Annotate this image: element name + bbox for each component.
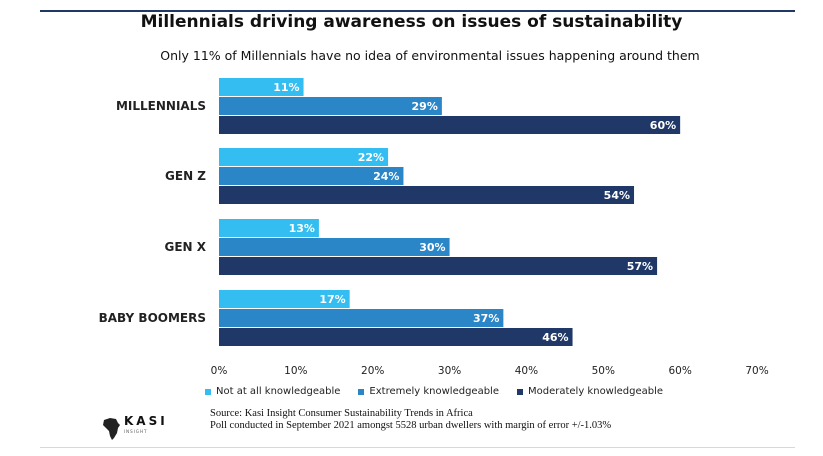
legend-swatch [205, 388, 211, 395]
bar-value-label: 30% [419, 241, 445, 254]
source-line: Source: Kasi Insight Consumer Sustainabi… [210, 408, 473, 419]
bar-value-label: 46% [542, 331, 568, 344]
legend-item: Extremely knowledgeable [358, 386, 499, 397]
logo-tagline: INSIGHT [124, 429, 148, 434]
bar [219, 97, 442, 115]
legend: Not at all knowledgeable Extremely knowl… [205, 386, 681, 397]
legend-label: Extremely knowledgeable [369, 386, 499, 397]
bar [219, 328, 573, 346]
bar [219, 186, 635, 204]
bottom-rule [40, 447, 795, 448]
bar-value-label: 22% [358, 151, 384, 164]
bar-value-label: 57% [627, 260, 653, 273]
category-label: GEN Z [165, 169, 206, 183]
bar-value-label: 13% [289, 222, 315, 235]
bar [219, 238, 450, 256]
legend-swatch [358, 388, 365, 395]
x-tick-label: 20% [361, 365, 384, 377]
category-label: GEN X [164, 240, 206, 254]
bar [219, 167, 404, 185]
x-tick-label: 40% [515, 365, 538, 377]
bar [219, 290, 350, 308]
top-rule [40, 10, 795, 12]
legend-item: Not at all knowledgeable [205, 386, 340, 397]
chart-title: Millennials driving awareness on issues … [140, 12, 683, 32]
bar-value-label: 37% [473, 312, 499, 325]
bar [219, 309, 504, 327]
bar [219, 148, 389, 166]
bar-value-label: 29% [412, 100, 438, 113]
chart-subtitle: Only 11% of Millennials have no idea of … [160, 48, 700, 63]
poll-note-line: Poll conducted in September 2021 amongst… [210, 420, 612, 431]
bar [219, 257, 658, 275]
legend-label: Not at all knowledgeable [216, 386, 341, 397]
africa-map-icon [103, 418, 120, 440]
category-label: MILLENNIALS [116, 99, 206, 113]
bar-chart: MILLENNIALS 11% 29% 60% GEN Z 22% 24% 54% GEN X 1… [99, 78, 769, 377]
bar-value-label: 60% [650, 119, 676, 132]
legend-swatch [517, 388, 523, 395]
bar-value-label: 54% [604, 189, 630, 202]
x-tick-label: 70% [745, 365, 768, 377]
bar [219, 116, 681, 134]
category-label: BABY BOOMERS [99, 311, 206, 325]
x-tick-label: 10% [284, 365, 307, 377]
logo-name: KASI [124, 414, 168, 428]
bar-value-label: 24% [373, 170, 399, 183]
legend-item: Moderately knowledgeable [517, 386, 663, 397]
bar-value-label: 17% [319, 293, 345, 306]
source-note: Source: Kasi Insight Consumer Sustainabi… [210, 408, 611, 432]
bar-value-label: 11% [273, 81, 299, 94]
kasi-logo [103, 418, 120, 440]
legend-label: Moderately knowledgeable [528, 386, 664, 397]
x-tick-label: 60% [668, 365, 691, 377]
bar [219, 78, 304, 96]
x-tick-label: 50% [592, 365, 615, 377]
bar [219, 219, 319, 237]
x-tick-label: 0% [211, 365, 228, 377]
x-tick-label: 30% [438, 365, 461, 377]
